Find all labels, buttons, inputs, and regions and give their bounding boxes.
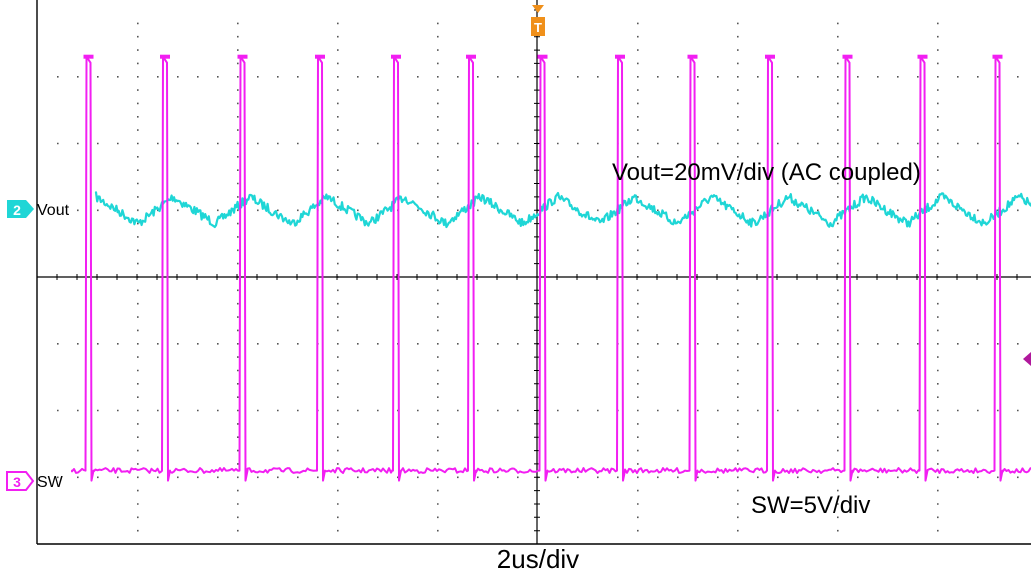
graticule [36, 0, 1031, 545]
sw-pulse-4 [315, 54, 325, 59]
sw-scale-annotation: SW=5V/div [751, 492, 870, 519]
ch3-marker-number: 3 [13, 474, 21, 490]
sw-pulse-trace [71, 55, 1031, 482]
ref-level-marker-icon [1023, 352, 1031, 366]
timebase-label: 2us/div [497, 544, 579, 574]
ch3-marker: 3 SW [6, 471, 64, 491]
sw-pulse-12 [917, 54, 928, 59]
ch3-marker-arrow-icon [6, 471, 35, 491]
ch2-marker-arrow-icon [7, 200, 34, 218]
ch3-name-label: SW [37, 474, 64, 491]
ch2-name-label: Vout [37, 202, 70, 219]
ch2-marker: 2 Vout [7, 200, 70, 219]
sw-pulse-2 [160, 54, 170, 59]
sw-pulse-6 [466, 54, 476, 59]
center-axis-ticks [36, 9, 1018, 532]
sw-pulse-11 [842, 54, 853, 59]
trigger-box [531, 17, 545, 36]
sw-pulse-8 [615, 54, 625, 59]
sw-pulse-1 [83, 54, 94, 59]
ch2-marker-number: 2 [13, 202, 21, 218]
vout-scale-annotation: Vout=20mV/div (AC coupled) [612, 159, 921, 186]
trigger-label: T [534, 20, 542, 35]
trigger-arrow-icon [532, 5, 544, 13]
sw-pulse-5 [391, 54, 401, 59]
trigger-marker: T [531, 5, 545, 36]
sw-pulse-10 [765, 54, 775, 59]
sw-pulse-9 [687, 54, 698, 59]
traces [71, 54, 1031, 482]
sw-pulse-7 [537, 54, 548, 59]
sw-pulse-3 [237, 54, 248, 59]
vout-ripple-trace [94, 191, 1031, 229]
sw-pulse-13 [992, 54, 1003, 59]
